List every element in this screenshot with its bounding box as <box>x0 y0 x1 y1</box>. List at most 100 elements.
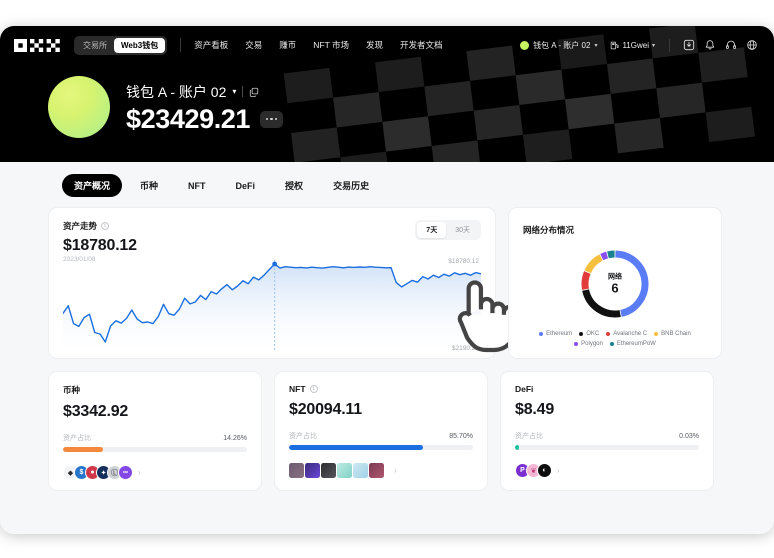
donut-center-count: 6 <box>611 280 619 296</box>
headset-icon[interactable] <box>720 35 741 56</box>
nav-link-nft-market[interactable]: NFT 市场 <box>313 40 349 50</box>
legend-item-okc[interactable]: OKC <box>579 331 599 337</box>
tab-tokens[interactable]: 币种 <box>140 181 159 191</box>
network-donut[interactable]: 网络 6 <box>523 244 707 324</box>
donut-segment-okc[interactable] <box>582 289 621 318</box>
ratio-bar-track <box>63 447 247 452</box>
tab-approvals[interactable]: 授权 <box>285 181 304 191</box>
nft-thumb-2 <box>305 463 320 478</box>
chevron-right-icon[interactable]: › <box>557 466 560 475</box>
chevron-down-icon-account: ▾ <box>232 87 237 96</box>
ratio-bar-fill <box>289 445 424 450</box>
gas-fee-label: 11Gwei <box>622 40 649 50</box>
segment-exchange[interactable]: 交易所 <box>83 40 107 50</box>
trend-card-title: 资产走势 <box>63 221 98 231</box>
product-switcher[interactable]: 交易所 Web3钱包 <box>74 35 168 55</box>
ratio-label: 资产占比 <box>289 433 317 440</box>
range-toggle: 7天 30天 <box>415 220 481 240</box>
ratio-bar-track <box>289 445 473 450</box>
donut-segment-ethereumpow[interactable] <box>607 250 615 259</box>
download-icon[interactable] <box>678 35 699 56</box>
stat-title-row: DeFi <box>515 384 699 394</box>
stat-card-币种: 币种 $3342.92 资产占比 14.26% ◆ $ ● ✦ Ⓛ ∞ › <box>48 371 262 491</box>
network-distribution-card: 网络分布情况 网络 6 Ethereum OKC Avalanche C BNB Ch… <box>508 207 722 359</box>
nav-link-earn[interactable]: 赚币 <box>279 40 297 50</box>
top-navigation-bar: 交易所 Web3钱包 资产看板 交易 赚币 NFT 市场 发现 开发者文档 钱包… <box>0 26 774 64</box>
account-details: 钱包 A - 账户 02 ▾ $23429.21 <box>126 82 284 133</box>
ratio-label: 资产占比 <box>515 433 543 440</box>
info-icon[interactable]: i <box>309 385 318 393</box>
donut-center: 网络 6 <box>608 272 622 295</box>
stat-value: $8.49 <box>515 401 555 418</box>
chevron-down-icon-gas: ▾ <box>651 42 655 49</box>
trend-value: $18780.12 <box>63 237 137 254</box>
icon-stack: P ❦ ◐ <box>515 463 552 478</box>
tab-history[interactable]: 交易历史 <box>333 181 370 191</box>
black-protocol-icon: ◐ <box>537 463 552 478</box>
globe-icon[interactable] <box>741 35 762 56</box>
legend-dot-avalanche-c <box>606 332 611 336</box>
donut-segment-avalanche-c[interactable] <box>581 271 591 290</box>
account-name-row[interactable]: 钱包 A - 账户 02 ▾ <box>126 82 283 102</box>
legend-item-ethereumpow[interactable]: EthereumPoW <box>609 341 656 347</box>
donut-segment-polygon[interactable] <box>600 251 609 261</box>
ratio-row: 资产占比 85.70% <box>289 431 473 441</box>
range-7d[interactable]: 7天 <box>417 222 447 238</box>
stat-card-nft: NFT i $20094.11 资产占比 85.70% › <box>274 371 488 491</box>
stat-title-row: 币种 <box>63 384 247 396</box>
segment-web3-wallet[interactable]: Web3钱包 <box>114 37 166 53</box>
okx-logo[interactable] <box>14 38 60 52</box>
info-icon[interactable]: i <box>101 222 110 230</box>
nft-thumb-6 <box>369 463 384 478</box>
asset-icon-row[interactable]: › <box>289 463 473 478</box>
legend-dot-polygon <box>574 342 579 346</box>
polygon-token-icon: ∞ <box>118 465 133 480</box>
trend-date: 2023/01/08 <box>63 256 96 263</box>
nft-thumb-4 <box>337 463 352 478</box>
ratio-percentage: 85.70% <box>449 432 473 440</box>
stat-card-row: 币种 $3342.92 资产占比 14.26% ◆ $ ● ✦ Ⓛ ∞ › NFT i $20094.11… <box>0 359 774 491</box>
bell-icon[interactable] <box>699 35 720 56</box>
ratio-bar-track <box>515 445 699 450</box>
gas-fee-indicator[interactable]: 11Gwei ▾ <box>604 41 661 50</box>
legend-item-polygon[interactable]: Polygon <box>574 341 603 347</box>
nav-link-trade[interactable]: 交易 <box>245 40 263 50</box>
nav-link-discover[interactable]: 发现 <box>365 40 383 50</box>
nav-link-assets[interactable]: 资产看板 <box>194 40 229 50</box>
nav-link-developer-docs[interactable]: 开发者文档 <box>400 40 443 50</box>
chevron-right-icon[interactable]: › <box>138 468 141 477</box>
copy-icon[interactable] <box>249 87 259 97</box>
nav-links: 资产看板 交易 赚币 NFT 市场 发现 开发者文档 <box>194 39 442 51</box>
tab-nft[interactable]: NFT <box>188 180 206 191</box>
avatar[interactable] <box>48 76 110 138</box>
donut-segment-ethereum[interactable] <box>615 250 649 317</box>
top-nav-divider <box>669 38 670 52</box>
ratio-label: 资产占比 <box>63 435 91 442</box>
icon-stack <box>289 463 385 478</box>
ratio-percentage: 14.26% <box>223 434 247 442</box>
tab-overview[interactable]: 资产概况 <box>62 174 123 197</box>
tab-defi[interactable]: DeFi <box>235 180 256 191</box>
legend-item-avalanche-c[interactable]: Avalanche C <box>606 331 647 337</box>
stat-card-title: 币种 <box>63 385 81 395</box>
legend-item-ethereum[interactable]: Ethereum <box>539 331 572 337</box>
network-legend: Ethereum OKC Avalanche C BNB Chain Polygon Et… <box>523 331 707 347</box>
wallet-selector[interactable]: 钱包 A - 账户 02 ▾ <box>513 40 604 51</box>
legend-label: Polygon <box>581 341 603 347</box>
chevron-right-icon[interactable]: › <box>394 466 397 475</box>
account-summary: 钱包 A - 账户 02 ▾ $23429.21 <box>0 64 774 138</box>
legend-dot-ethereumpow <box>609 342 614 346</box>
ratio-percentage: 0.03% <box>679 432 699 440</box>
range-30d[interactable]: 30天 <box>455 227 470 234</box>
legend-label: Avalanche C <box>613 331 648 337</box>
trend-chart[interactable]: $18780.12 $2190.26 <box>63 258 517 353</box>
legend-item-bnb-chain[interactable]: BNB Chain <box>654 331 691 337</box>
asset-icon-row[interactable]: ◆ $ ● ✦ Ⓛ ∞ › <box>63 465 247 480</box>
account-divider <box>242 86 244 97</box>
legend-label: EthereumPoW <box>616 341 656 347</box>
asset-icon-row[interactable]: P ❦ ◐ › <box>515 463 699 478</box>
donut-segment-bnb-chain[interactable] <box>584 254 603 274</box>
stat-card-defi: DeFi $8.49 资产占比 0.03% P ❦ ◐ › <box>500 371 714 491</box>
tab-bar: 资产概况 币种 NFT DeFi 授权 交易历史 <box>0 162 774 207</box>
more-dots-icon[interactable] <box>260 110 284 128</box>
